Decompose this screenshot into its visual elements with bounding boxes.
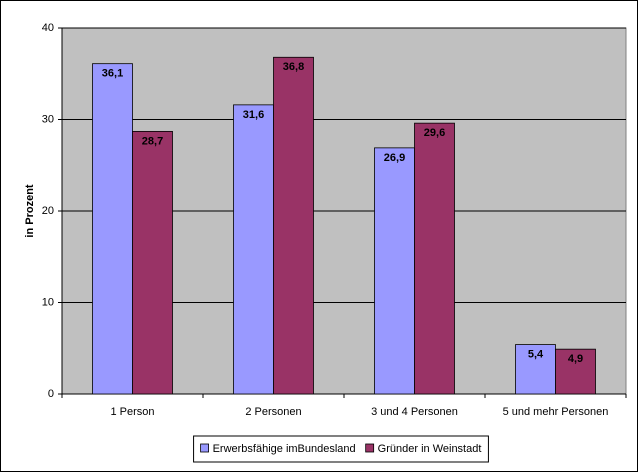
y-tick-label: 10 [42, 296, 54, 308]
bar [92, 63, 133, 395]
legend-swatch [365, 443, 375, 453]
data-label: 29,6 [424, 127, 445, 139]
legend-label: Gründer in Weinstadt [378, 443, 482, 455]
bar [132, 130, 173, 395]
y-tick-label: 30 [42, 113, 54, 125]
legend-swatch [200, 443, 209, 453]
bar [515, 344, 556, 395]
bar [555, 348, 596, 395]
data-label: 28,7 [142, 135, 163, 147]
data-label: 4,9 [568, 353, 583, 365]
y-axis-title: in Prozent [24, 184, 36, 238]
x-tick-label: 5 und mehr Personen [503, 406, 609, 418]
data-label: 36,1 [102, 68, 123, 80]
legend-label: Erwerbsfähige imBundesland [213, 443, 356, 455]
data-label: 5,4 [528, 348, 544, 360]
y-tick-label: 40 [42, 22, 54, 34]
bar [374, 147, 415, 395]
x-tick-label: 2 Personen [245, 406, 301, 418]
y-tick-label: 0 [48, 388, 54, 400]
bar [414, 122, 455, 395]
data-label: 36,8 [283, 61, 304, 73]
data-label: 26,9 [384, 152, 405, 164]
y-tick-label: 20 [42, 205, 54, 217]
data-label: 31,6 [243, 109, 264, 121]
bar [233, 104, 274, 395]
bar [273, 56, 314, 395]
x-tick-label: 3 und 4 Personen [371, 406, 458, 418]
legend-box [193, 435, 489, 463]
x-tick-label: 1 Person [110, 406, 154, 418]
